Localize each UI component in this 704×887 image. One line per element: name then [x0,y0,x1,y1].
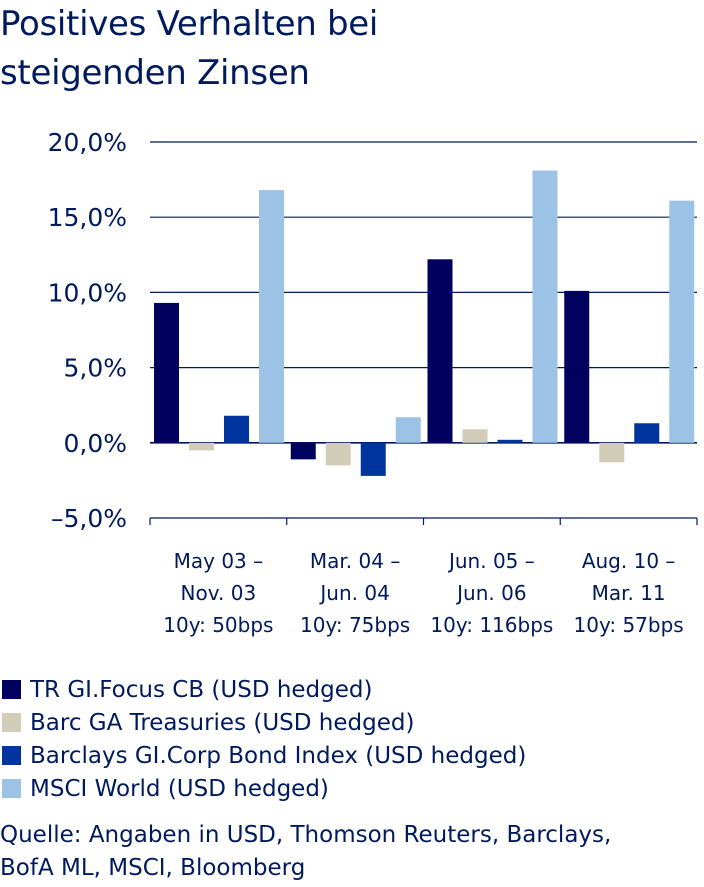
y-tick-label: 5,0% [63,354,127,383]
y-tick-label: 15,0% [48,203,127,232]
bar [154,302,179,443]
x-category-label: Mar. 11 [592,581,666,605]
legend-item-msci-world: MSCI World (USD hedged) [2,772,526,805]
bar [360,442,386,476]
legend-item-barclays-corp-bond: Barclays GI.Corp Bond Index (USD hedged) [2,739,526,772]
y-tick-label: 20,0% [48,128,127,157]
bar [634,423,660,443]
bar [224,415,249,443]
legend-item-tr-focus-cb: TR GI.Focus CB (USD hedged) [2,673,526,706]
legend-label: Barclays GI.Corp Bond Index (USD hedged) [30,742,527,769]
legend-label: MSCI World (USD hedged) [30,775,329,802]
bar [290,442,316,460]
x-category-label: Aug. 10 – [582,549,676,573]
x-category-label: 10y: 50bps [163,613,273,637]
bar [189,442,214,451]
bar-chart: 20,0% 15,0% 10,0% 5,0% 0,0% –5,0% May 03 – Nov.… [48,128,698,637]
bar [497,439,523,443]
bar [599,442,625,463]
x-category-label: 10y: 116bps [430,613,553,637]
bar [532,170,558,443]
y-tick-label: –5,0% [51,504,127,533]
legend-swatch [2,746,21,765]
bar [427,259,453,443]
x-category-label: Jun. 06 [455,581,526,605]
source-note: Quelle: Angaben in USD, Thomson Reuters,… [0,819,611,885]
chart-title-line-2: steigenden Zinsen [0,53,310,93]
legend-swatch [2,779,21,798]
legend-swatch [2,713,21,732]
bar [462,429,488,443]
legend-label: Barc GA Treasuries (USD hedged) [30,709,415,736]
bar [259,190,284,443]
x-category-label: Jun. 05 – [447,549,535,573]
bar [325,442,351,466]
chart-title-line-1: Positives Verhalten bei [0,4,378,44]
x-category-label: May 03 – [174,549,264,573]
chart-title: Positives Verhalten bei steigenden Zinse… [0,0,378,98]
legend-swatch [2,680,21,699]
bar [564,290,590,443]
legend-item-barc-ga-treasuries: Barc GA Treasuries (USD hedged) [2,706,526,739]
x-category-label: Mar. 04 – [310,549,400,573]
bar [395,417,421,443]
y-tick-label: 0,0% [63,429,127,458]
x-category-label: 10y: 57bps [574,613,684,637]
source-line-1: Quelle: Angaben in USD, Thomson Reuters,… [0,822,612,848]
x-category-label: 10y: 75bps [300,613,410,637]
x-category-label: Jun. 04 [318,581,389,605]
bar [669,200,695,443]
source-line-2: BofA ML, MSCI, Bloomberg [0,855,306,881]
y-tick-label: 10,0% [48,278,127,307]
chart-legend: TR GI.Focus CB (USD hedged) Barc GA Trea… [2,673,526,805]
x-category-label: Nov. 03 [181,581,257,605]
legend-label: TR GI.Focus CB (USD hedged) [30,676,373,703]
